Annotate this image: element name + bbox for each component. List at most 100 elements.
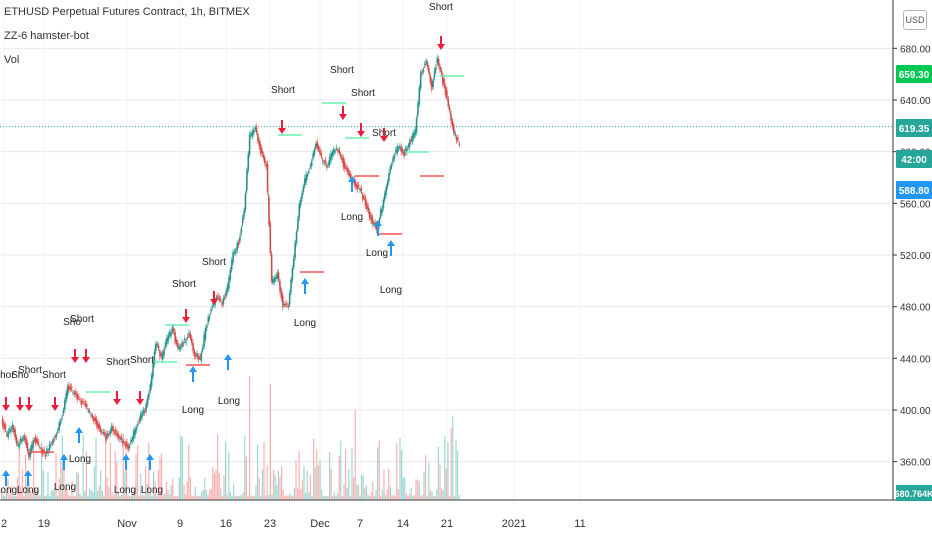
long-arrow-icon (122, 454, 130, 460)
candle-body (87, 410, 90, 412)
volume-bar (63, 461, 65, 500)
candle-body (346, 168, 349, 173)
volume-bar (169, 494, 171, 500)
volume-bar (172, 478, 174, 500)
candle-body (186, 336, 189, 338)
volume-bar (426, 495, 428, 500)
candle-body (261, 149, 263, 154)
short-arrow-icon (51, 405, 59, 411)
volume-bar (354, 410, 356, 500)
volume-bar (349, 495, 351, 500)
volume-bar (277, 470, 279, 500)
volume-bar (348, 469, 350, 500)
short-arrow-icon (380, 136, 388, 142)
volume-bar (130, 495, 132, 500)
volume-bar (341, 495, 343, 500)
volume-bar (263, 441, 265, 500)
long-signal-label: Long (54, 482, 76, 493)
x-tick-label: 21 (441, 518, 453, 530)
volume-bar (162, 495, 164, 500)
candle-body (183, 338, 186, 341)
candle-body (115, 428, 117, 434)
short-signal-label: Short (429, 2, 453, 13)
volume-bar (12, 495, 14, 500)
candle-body (404, 148, 407, 153)
volume-bar (207, 494, 209, 500)
volume-bar (343, 484, 345, 500)
x-tick-label: 2 (1, 518, 7, 530)
volume-bar (231, 495, 233, 500)
volume-bar (276, 485, 278, 500)
currency-button[interactable]: USD (903, 10, 927, 30)
candle-body (399, 145, 401, 149)
x-tick-label: 16 (220, 518, 232, 530)
volume-bar (351, 447, 353, 500)
candle-body (368, 211, 371, 218)
candle-body (233, 251, 236, 253)
long-signal-label: Long (366, 248, 388, 259)
volume-bar (31, 491, 33, 500)
volume-bar (151, 495, 153, 500)
volume-bar (61, 435, 63, 500)
volume-bar (146, 483, 148, 500)
volume-bar (164, 493, 166, 500)
candle-body (181, 342, 183, 348)
volume-bar (450, 428, 452, 500)
volume-bar (306, 470, 308, 500)
volume-bar (135, 454, 137, 500)
candle-body (193, 351, 196, 357)
volume-bar (444, 435, 446, 500)
volume-bar (375, 489, 377, 500)
volume-bar (399, 438, 401, 500)
price-tag (896, 181, 932, 199)
x-tick-label: Nov (117, 518, 137, 530)
candle-body (335, 147, 338, 149)
volume-bar (5, 491, 7, 500)
candle-body (8, 428, 11, 431)
candle-body (179, 346, 182, 349)
volume-bar (181, 436, 183, 500)
volume-bar (257, 444, 259, 500)
candle-body (90, 415, 92, 417)
volume-bar (425, 455, 427, 500)
volume-bar (7, 478, 9, 500)
candle-body (440, 70, 443, 73)
long-arrow-icon (374, 220, 382, 226)
volume-bar (218, 473, 220, 500)
volume-bar (71, 481, 73, 500)
volume-bar (28, 479, 30, 500)
candle-body (106, 433, 109, 437)
volume-bar (140, 473, 142, 500)
volume-bar (93, 466, 95, 500)
candle-body (389, 166, 392, 172)
volume-bar (4, 495, 6, 500)
candle-body (19, 438, 22, 442)
candle-body (207, 316, 210, 323)
volume-bar (433, 495, 435, 500)
long-arrow-icon (387, 240, 395, 246)
candle-body (250, 132, 252, 135)
volume-bar (137, 445, 139, 500)
candle-body (284, 303, 287, 305)
volume-bar (68, 495, 70, 500)
x-tick-label: 7 (357, 518, 363, 530)
candle-body (92, 418, 95, 422)
candle-body (119, 438, 121, 440)
short-arrow-icon (437, 44, 445, 50)
volume-bar (125, 452, 127, 500)
volume-bar (204, 477, 206, 500)
candle-body (321, 160, 324, 162)
candle-body (160, 354, 163, 356)
candle-body (436, 57, 439, 63)
candle-body (324, 159, 327, 163)
volume-bar (293, 488, 295, 500)
volume-bar (236, 495, 238, 500)
volume-bar (69, 495, 71, 500)
candle-body (12, 427, 15, 433)
volume-bar (265, 495, 267, 500)
candle-body (251, 131, 254, 137)
candle-body (272, 279, 274, 283)
candle-body (102, 431, 105, 433)
volume-bar (258, 478, 260, 500)
